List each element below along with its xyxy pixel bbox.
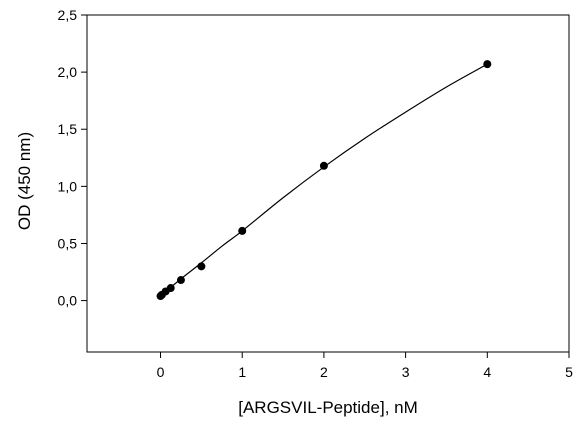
x-tick-label: 1 — [238, 364, 246, 380]
data-point — [166, 284, 175, 293]
x-tick-label: 5 — [565, 364, 573, 380]
y-tick-label: 1,5 — [58, 121, 78, 137]
y-tick-label: 1,0 — [58, 178, 78, 194]
y-tick-label: 0,0 — [58, 293, 78, 309]
x-tick-label: 0 — [157, 364, 165, 380]
data-point — [319, 161, 328, 170]
plot-border — [86, 14, 570, 353]
data-point — [176, 276, 185, 285]
x-tick-label: 2 — [320, 364, 328, 380]
y-axis-title: OD (450 nm) — [15, 132, 34, 230]
x-tick-label: 3 — [402, 364, 410, 380]
fit-curve-layer — [160, 63, 488, 297]
data-point — [197, 262, 206, 271]
y-tick-label: 2,5 — [58, 7, 78, 23]
fit-curve-line — [160, 63, 488, 297]
x-axis-title: [ARGSVIL-Peptide], nM — [238, 398, 418, 417]
data-points-layer — [156, 60, 492, 301]
x-tick-label: 4 — [483, 364, 491, 380]
plot-frame — [86, 14, 570, 353]
data-point — [238, 226, 247, 235]
x-axis: 0 1 2 3 4 5 — [157, 352, 573, 380]
y-tick-label: 0,5 — [58, 235, 78, 251]
data-point — [483, 60, 492, 69]
y-tick-label: 2,0 — [58, 64, 78, 80]
y-axis: 0,0 0,5 1,0 1,5 2,0 2,5 — [58, 7, 87, 309]
